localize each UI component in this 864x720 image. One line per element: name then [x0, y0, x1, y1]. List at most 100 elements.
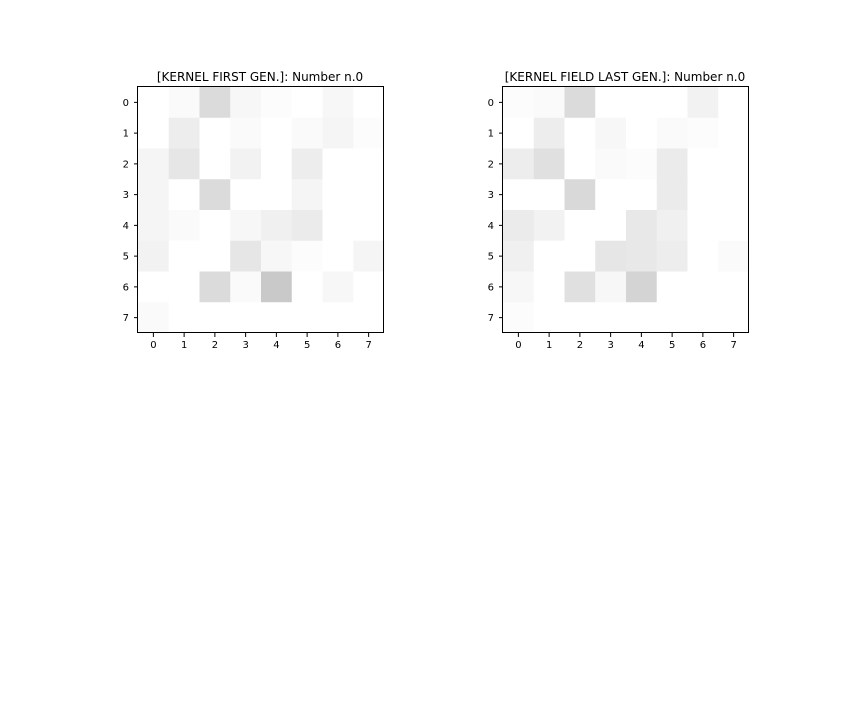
heatmap-cells [138, 87, 385, 334]
heatmap-cell [564, 210, 596, 242]
x-tick-label: 5 [669, 340, 675, 351]
x-tick-label: 7 [365, 340, 371, 351]
heatmap-cell [656, 117, 688, 149]
x-tick-label: 2 [577, 340, 583, 351]
heatmap-cell [168, 87, 200, 119]
heatmap-cell [261, 210, 293, 242]
heatmap-cell [230, 179, 262, 211]
heatmap-cell [503, 148, 535, 180]
heatmap-cell [138, 271, 170, 303]
heatmap-cell [322, 302, 354, 334]
y-tick-label: 1 [488, 129, 494, 140]
heatmap-cell [626, 302, 658, 334]
heatmap-cell [626, 148, 658, 180]
heatmap-cell [261, 179, 293, 211]
heatmap-cell [718, 87, 750, 119]
heatmap-cell [261, 271, 293, 303]
x-tick-label: 4 [638, 340, 644, 351]
x-tick-label: 2 [212, 340, 218, 351]
x-tick-label: 6 [700, 340, 706, 351]
heatmap-cell [353, 87, 385, 119]
heatmap-cell [564, 87, 596, 119]
heatmap-cell [291, 210, 323, 242]
y-tick-label: 1 [123, 129, 129, 140]
heatmap-cell [261, 302, 293, 334]
heatmap-cell [199, 302, 231, 334]
x-tick-label: 6 [335, 340, 341, 351]
heatmap-cell [322, 210, 354, 242]
heatmap-cell [718, 210, 750, 242]
heatmap-cell [261, 240, 293, 272]
heatmap-cell [230, 87, 262, 119]
axes-frame [137, 86, 384, 333]
heatmap-cell [718, 240, 750, 272]
heatmap-panel-first-gen: [KERNEL FIRST GEN.]: Number n.0 0 1 2 3 4 5 6 7… [123, 70, 385, 351]
y-tick-label: 3 [488, 190, 494, 201]
heatmap-cell [533, 210, 565, 242]
heatmap-cell [626, 210, 658, 242]
x-tick-label: 3 [242, 340, 248, 351]
heatmap-cell [533, 179, 565, 211]
heatmap-cell [595, 210, 627, 242]
heatmap-cell [595, 117, 627, 149]
heatmap-cell [353, 179, 385, 211]
heatmap-cell [564, 240, 596, 272]
heatmap-cell [322, 148, 354, 180]
heatmap-cell [291, 302, 323, 334]
heatmap-cell [564, 179, 596, 211]
heatmap-cell [353, 302, 385, 334]
heatmap-cell [503, 179, 535, 211]
heatmap-cell [322, 87, 354, 119]
heatmap-cells [503, 87, 750, 334]
heatmap-cell [656, 271, 688, 303]
heatmap-cell [353, 271, 385, 303]
heatmap-cell [261, 148, 293, 180]
axes-frame [502, 86, 749, 333]
x-tick-label: 0 [150, 340, 156, 351]
heatmap-cell [626, 179, 658, 211]
axis-ticks: 0 1 2 3 4 5 6 7 0 1 2 3 4 5 6 7 [488, 98, 737, 351]
heatmap-cell [687, 210, 719, 242]
heatmap-cell [230, 302, 262, 334]
y-tick-label: 7 [488, 313, 494, 324]
heatmap-cell [718, 148, 750, 180]
y-tick-label: 4 [123, 221, 129, 232]
x-tick-label: 4 [273, 340, 279, 351]
heatmap-cell [199, 179, 231, 211]
heatmap-cell [656, 148, 688, 180]
heatmap-cell [595, 148, 627, 180]
heatmap-cell [291, 240, 323, 272]
heatmap-cell [199, 271, 231, 303]
heatmap-cell [199, 210, 231, 242]
heatmap-cell [353, 148, 385, 180]
heatmap-cell [291, 271, 323, 303]
heatmap-cell [595, 271, 627, 303]
heatmap-cell [322, 179, 354, 211]
heatmap-cell [503, 302, 535, 334]
heatmap-cell [261, 117, 293, 149]
heatmap-cell [322, 117, 354, 149]
heatmap-cell [168, 210, 200, 242]
heatmap-cell [291, 148, 323, 180]
heatmap-cell [503, 87, 535, 119]
y-tick-label: 6 [123, 282, 129, 293]
panel-title: [KERNEL FIRST GEN.]: Number n.0 [157, 70, 363, 84]
heatmap-cell [168, 179, 200, 211]
x-tick-label: 1 [546, 340, 552, 351]
y-tick-label: 5 [123, 252, 129, 263]
heatmap-cell [533, 148, 565, 180]
axis-ticks: 0 1 2 3 4 5 6 7 0 1 2 3 4 5 6 7 [123, 98, 372, 351]
heatmap-cell [230, 210, 262, 242]
y-tick-label: 2 [488, 159, 494, 170]
heatmap-cell [138, 148, 170, 180]
heatmap-cell [656, 240, 688, 272]
heatmap-cell [656, 87, 688, 119]
heatmap-cell [230, 117, 262, 149]
y-tick-label: 2 [123, 159, 129, 170]
heatmap-cell [199, 148, 231, 180]
heatmap-cell [595, 302, 627, 334]
heatmap-cell [138, 87, 170, 119]
heatmap-cell [138, 179, 170, 211]
heatmap-cell [353, 117, 385, 149]
heatmap-cell [138, 210, 170, 242]
